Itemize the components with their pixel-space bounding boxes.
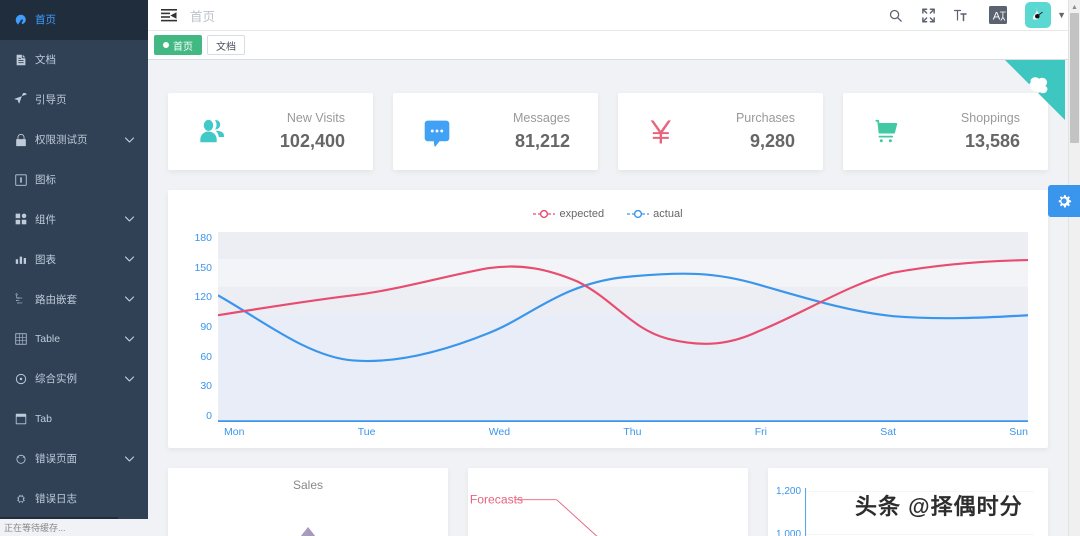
- svg-text:A: A: [993, 11, 1001, 23]
- svg-text:Forecasts: Forecasts: [470, 492, 523, 506]
